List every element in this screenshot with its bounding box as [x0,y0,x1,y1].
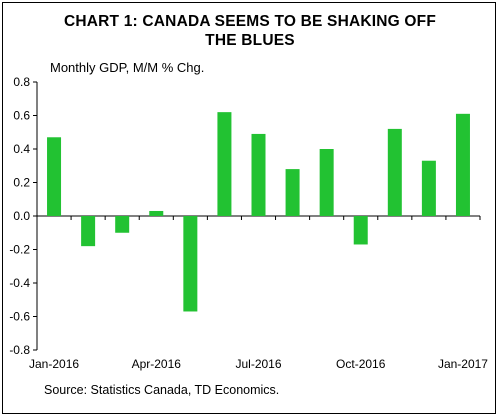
y-tick-label: -0.4 [9,276,30,290]
chart-title-line-2: THE BLUES [205,32,295,49]
y-tick-label: 0.4 [13,142,30,156]
x-tick-label: Jan-2016 [29,357,79,371]
bar-nov-2016 [387,128,402,216]
y-tick-label: -0.8 [9,343,30,357]
bar-apr-2016 [149,210,164,216]
bar-aug-2016 [285,169,300,216]
y-tick-label: 0.6 [13,109,30,123]
x-tick-label: Jan-2017 [438,357,488,371]
source-note: Source: Statistics Canada, TD Economics. [44,383,280,397]
y-tick-label: -0.6 [9,310,30,324]
chart-title-line-1: CHART 1: CANADA SEEMS TO BE SHAKING OFF [63,13,437,30]
bar-dec-2016 [421,160,436,216]
bar-mar-2016 [115,216,130,233]
bar-jul-2016 [251,133,266,216]
chart-title: CHART 1: CANADA SEEMS TO BE SHAKING OFF … [0,12,500,50]
y-tick-label: 0.2 [13,176,30,190]
bar-may-2016 [183,216,198,312]
bar-feb-2016 [81,216,96,247]
bar-sep-2016 [319,149,334,216]
y-tick-label: -0.2 [9,243,30,257]
chart-frame [2,2,496,414]
bar-jan-2016 [47,137,62,216]
x-tick-label: Oct-2016 [336,357,386,371]
bar-oct-2016 [353,216,368,245]
y-tick-label: 0.8 [13,75,30,89]
x-tick-label: Apr-2016 [132,357,182,371]
y-axis-label: Monthly GDP, M/M % Chg. [50,60,205,75]
x-tick-label: Jul-2016 [235,357,281,371]
y-tick-label: 0.0 [13,209,30,223]
bar-jan-2017 [455,113,470,216]
bar-jun-2016 [217,112,232,216]
